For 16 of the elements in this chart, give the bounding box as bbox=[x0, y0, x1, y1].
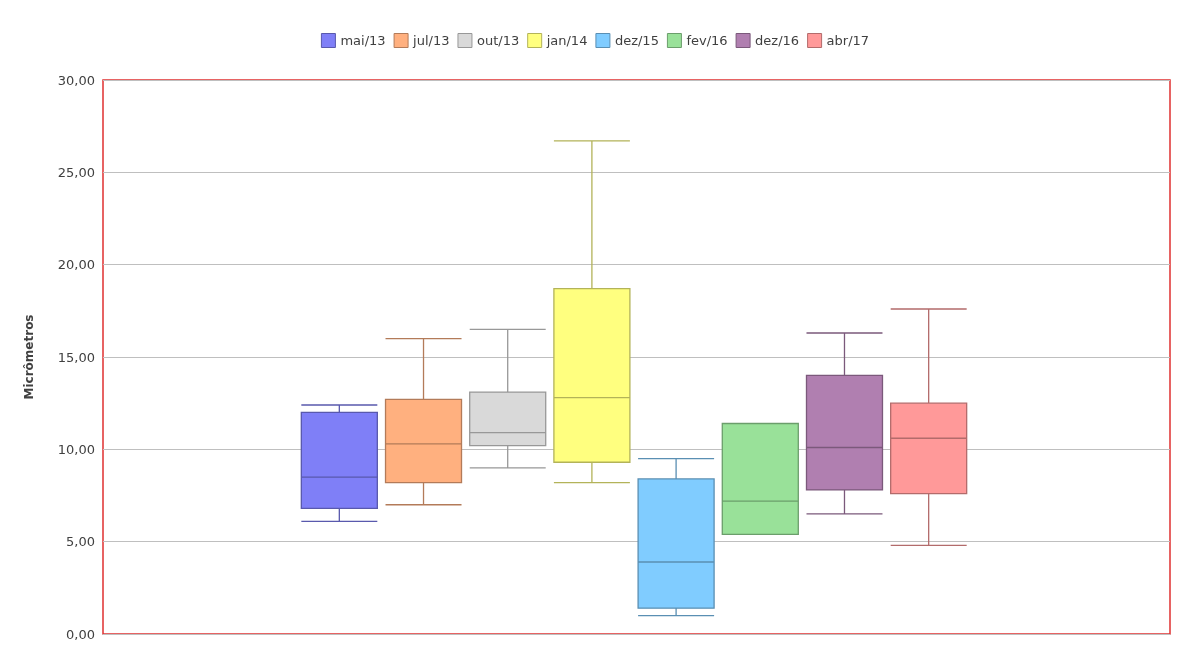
legend-label: jul/13 bbox=[412, 33, 450, 48]
y-tick-label: 10,00 bbox=[57, 441, 95, 457]
y-tick-label: 25,00 bbox=[57, 164, 95, 180]
y-tick-label: 15,00 bbox=[57, 349, 95, 365]
legend-label: dez/15 bbox=[614, 33, 659, 48]
y-axis-title: Micrômetros bbox=[22, 314, 36, 400]
y-tick-label: 0,00 bbox=[66, 626, 95, 642]
y-tick-label: 30,00 bbox=[57, 72, 95, 88]
legend-label: out/13 bbox=[476, 33, 520, 48]
y-tick-label: 20,00 bbox=[57, 257, 95, 273]
y-tick-label: 5,00 bbox=[66, 534, 95, 550]
legend-label: dez/16 bbox=[755, 33, 800, 48]
legend-label: jan/14 bbox=[545, 33, 588, 48]
legend-label: fev/16 bbox=[686, 33, 728, 48]
legend-label: abr/17 bbox=[826, 33, 870, 48]
legend-label: mai/13 bbox=[340, 33, 386, 48]
